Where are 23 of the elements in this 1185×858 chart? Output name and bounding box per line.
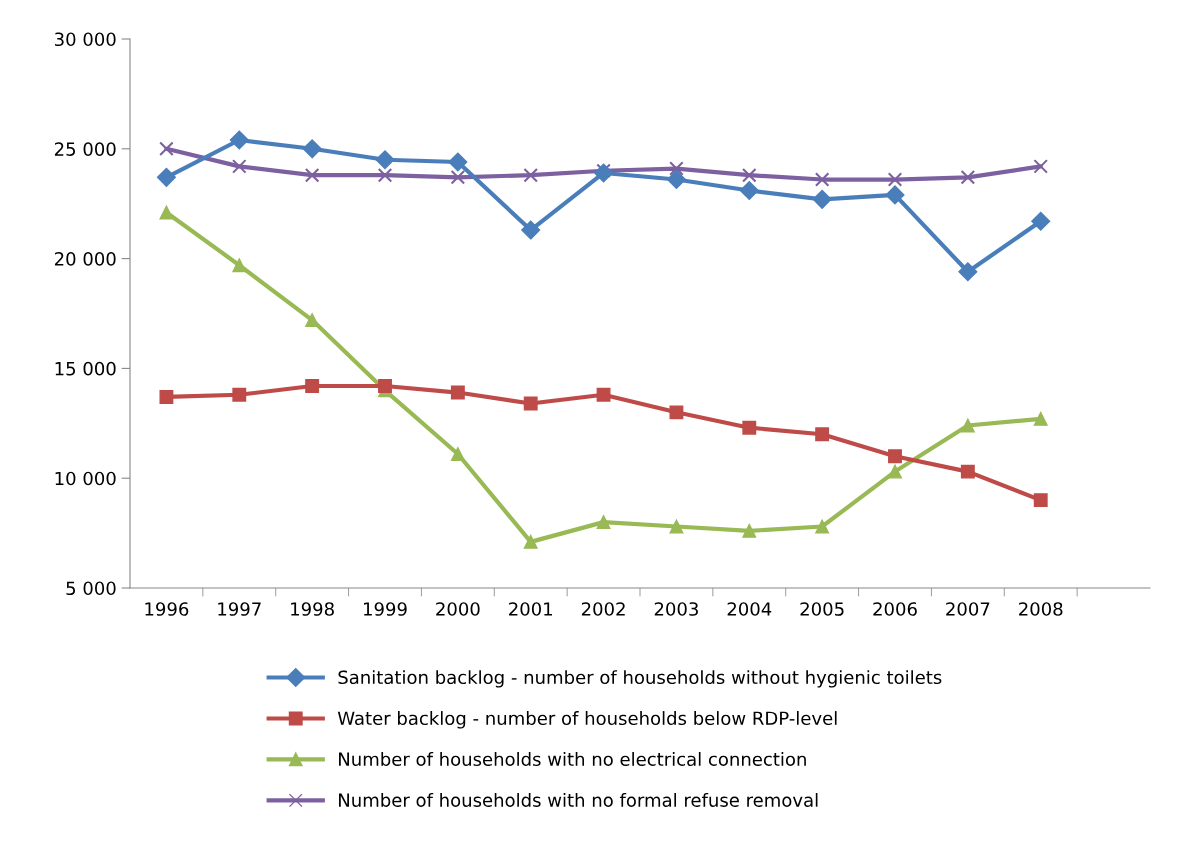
y-tick-label: 5 000 — [66, 581, 116, 596]
x-tick-label: 2005 — [800, 602, 844, 616]
y-tick-label: 30 000 — [55, 32, 116, 47]
x-tick-label: 1997 — [218, 602, 261, 616]
y-tick-label: 15 000 — [55, 361, 116, 376]
legend-label: Number of households with no formal refuse removal — [339, 792, 818, 807]
x-tick-label: 1999 — [364, 602, 407, 616]
legend-label: Sanitation backlog - number of households without hygienic toilets — [338, 670, 942, 688]
y-tick-label: 10 000 — [55, 471, 116, 486]
x-tick-label: 2008 — [1019, 602, 1063, 616]
x-tick-label: 2004 — [727, 602, 772, 616]
y-tick-label: 25 000 — [54, 142, 116, 156]
x-tick-label: 2001 — [509, 602, 553, 616]
x-tick-label: 2002 — [581, 602, 625, 616]
legend-label: Water backlog - number of households below RDP-level — [337, 711, 837, 729]
legend-label: Number of households with no electrical connection — [339, 752, 806, 766]
x-tick-label: 1996 — [145, 602, 189, 616]
x-tick-label: 2007 — [946, 602, 990, 616]
y-tick-label: 20 000 — [54, 252, 116, 266]
x-tick-label: 1998 — [291, 602, 334, 616]
x-tick-label: 2003 — [654, 602, 698, 616]
x-tick-label: 2000 — [436, 602, 480, 616]
x-tick-label: 2006 — [873, 602, 917, 616]
